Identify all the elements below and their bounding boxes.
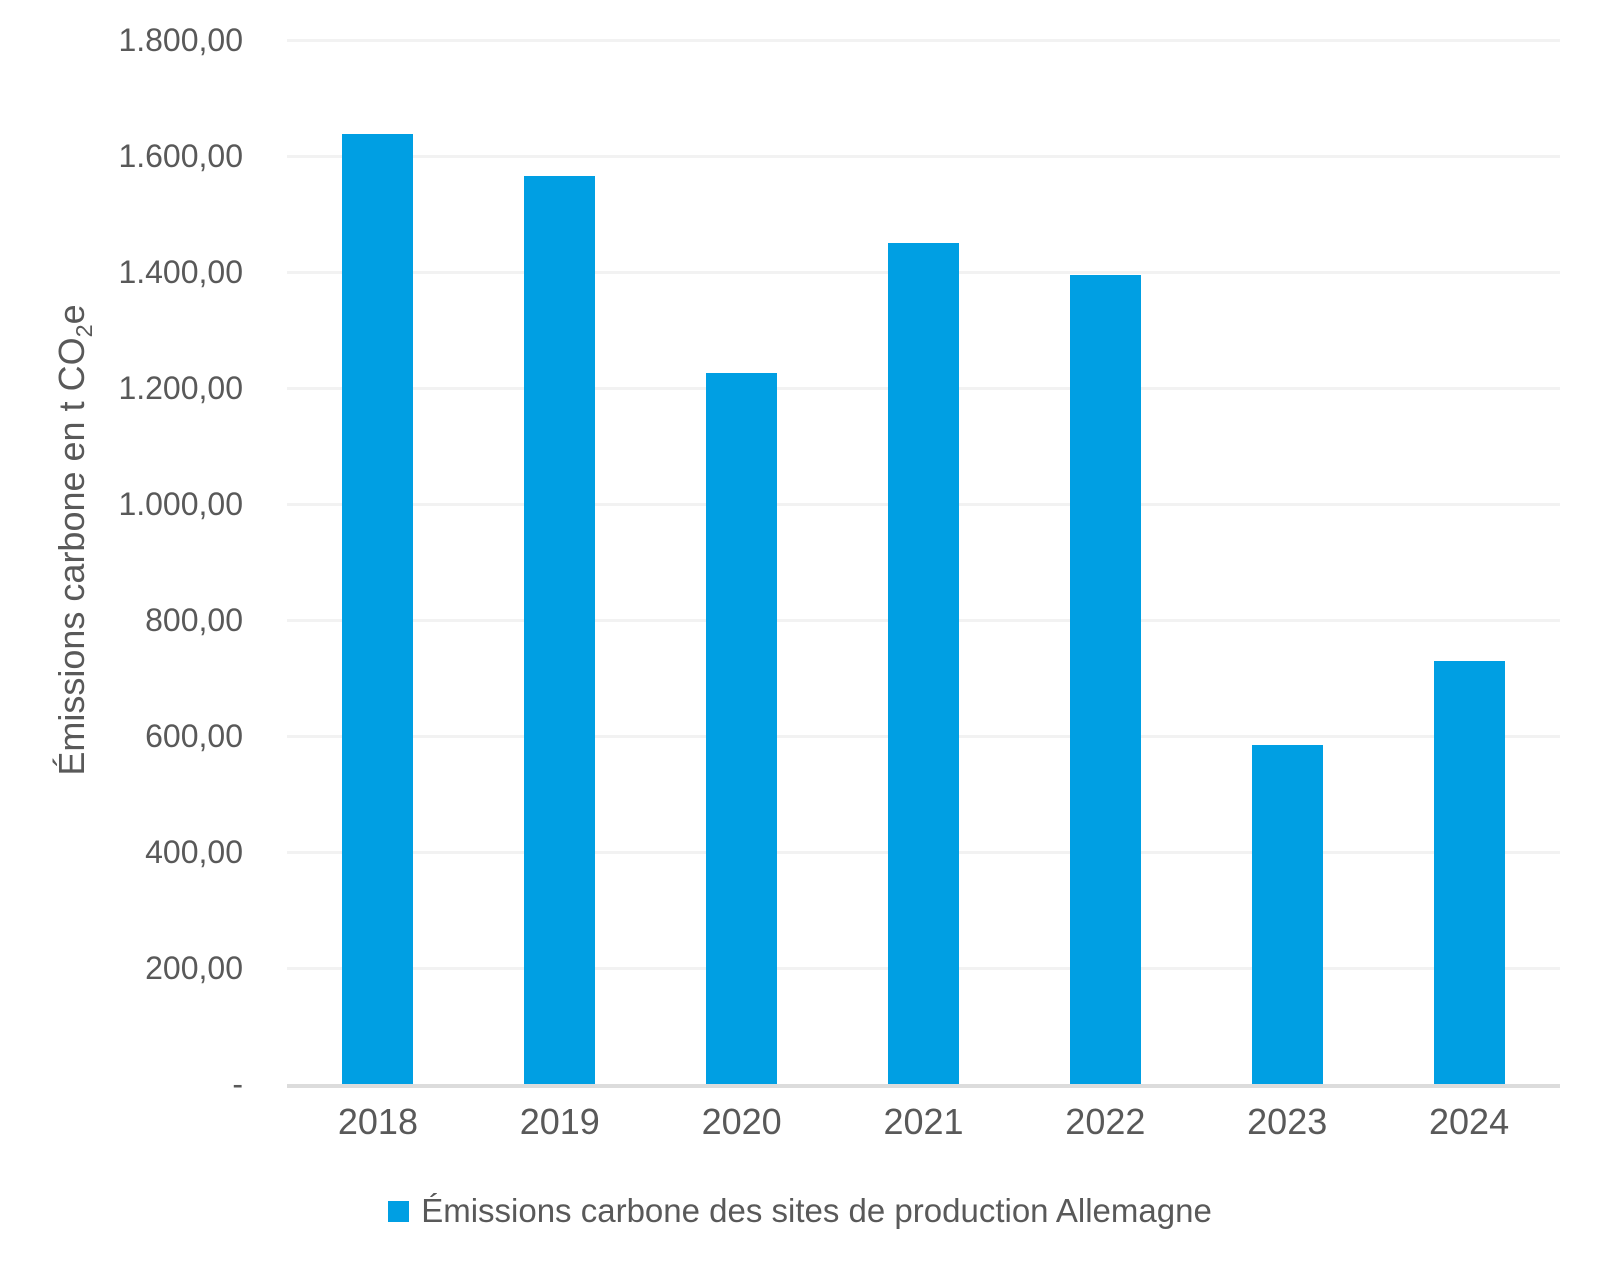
x-label-2023: 2023 — [1247, 1101, 1328, 1142]
y-tick-label: 800,00 — [145, 602, 243, 638]
legend: Émissions carbone des sites de productio… — [0, 1185, 1600, 1237]
x-axis-line — [287, 1084, 1560, 1088]
x-label-2020: 2020 — [701, 1101, 782, 1142]
y-axis-title-suffix: e — [51, 304, 92, 325]
bar-2019 — [524, 175, 596, 1084]
bar-2022 — [1069, 274, 1141, 1084]
gridline-1800 — [287, 38, 1560, 42]
legend-swatch-icon — [388, 1200, 410, 1222]
y-tick-label: 400,00 — [145, 834, 243, 870]
bar-2020 — [706, 372, 778, 1084]
bar-2023 — [1251, 745, 1323, 1084]
y-tick-label: 1.800,00 — [118, 22, 243, 58]
y-tick-label: 600,00 — [145, 718, 243, 754]
y-tick-label: 1.400,00 — [118, 254, 243, 290]
y-tick-label: - — [232, 1066, 243, 1102]
x-label-2021: 2021 — [883, 1101, 964, 1142]
y-tick-label: 200,00 — [145, 950, 243, 986]
y-tick-label: 1.200,00 — [118, 370, 243, 406]
legend-label: Émissions carbone des sites de productio… — [421, 1192, 1212, 1229]
y-tick-label: 1.000,00 — [118, 486, 243, 522]
bar-2018 — [342, 133, 414, 1084]
x-label-2022: 2022 — [1065, 1101, 1146, 1142]
x-label-2019: 2019 — [519, 1101, 600, 1142]
gridline-1600 — [287, 154, 1560, 158]
x-label-2018: 2018 — [337, 1101, 418, 1142]
x-label-2024: 2024 — [1429, 1101, 1510, 1142]
y-tick-label: 1.600,00 — [118, 138, 243, 174]
bar-2024 — [1433, 661, 1505, 1084]
y-axis-title-subscript: 2 — [71, 324, 98, 338]
bar-2021 — [888, 243, 959, 1084]
